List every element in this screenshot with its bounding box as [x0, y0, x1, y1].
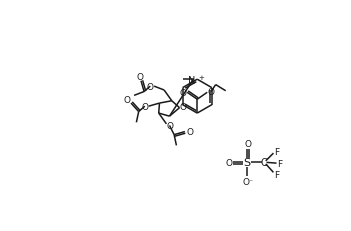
- Text: O: O: [167, 121, 174, 130]
- Text: O: O: [225, 158, 232, 167]
- Text: F: F: [274, 170, 279, 179]
- Text: O: O: [180, 88, 187, 97]
- Text: F: F: [277, 159, 282, 168]
- Text: C: C: [261, 158, 267, 168]
- Text: O: O: [186, 128, 193, 137]
- Text: +: +: [199, 75, 205, 81]
- Text: O: O: [137, 72, 144, 81]
- Text: O: O: [141, 103, 148, 112]
- Text: O: O: [124, 96, 131, 105]
- Text: F: F: [274, 147, 279, 156]
- Text: O: O: [207, 88, 214, 97]
- Text: S: S: [244, 158, 251, 168]
- Text: ⁻: ⁻: [249, 176, 252, 185]
- Text: N: N: [187, 76, 195, 86]
- Text: O: O: [245, 140, 252, 149]
- Text: O: O: [179, 102, 186, 111]
- Text: O: O: [147, 83, 154, 92]
- Text: O: O: [243, 177, 250, 186]
